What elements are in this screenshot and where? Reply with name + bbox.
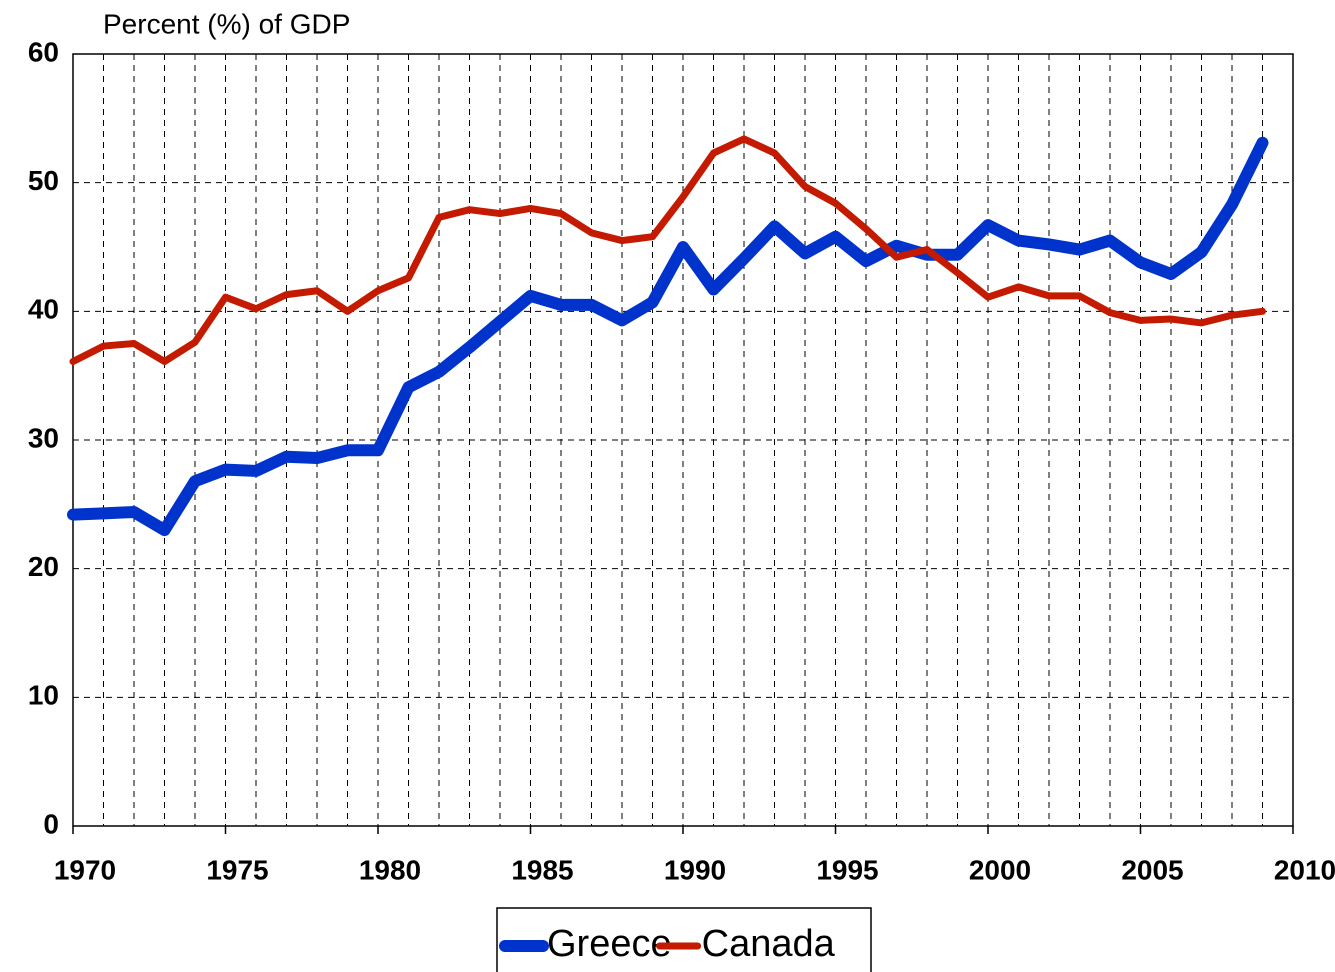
legend-box (496, 907, 872, 972)
x-tick-label: 1975 (206, 854, 268, 885)
series-line (67, 136, 1269, 537)
y-tick-label: 20 (28, 551, 59, 582)
legend-label: Canada (702, 923, 836, 965)
y-tick-label: 40 (28, 294, 59, 325)
plot-frame (72, 53, 1294, 827)
y-tick-label: 60 (28, 36, 59, 67)
x-tick-label: 1985 (511, 854, 573, 885)
x-tick-label: 1980 (359, 854, 421, 885)
legend: Greece Canada (496, 907, 872, 972)
legend-label: Greece (547, 923, 672, 965)
x-tick-label: 2005 (1121, 854, 1183, 885)
x-tick-label: 1990 (664, 854, 726, 885)
x-tick-label: 2000 (969, 854, 1031, 885)
y-tick-label: 0 (43, 808, 59, 839)
x-tick-label: 1970 (54, 854, 116, 885)
y-tick-label: 30 (28, 422, 59, 453)
y-tick-label: 10 (28, 680, 59, 711)
y-axis-label: Percent (%) of GDP (103, 8, 350, 39)
x-tick-label: 1995 (816, 854, 878, 885)
series-line (69, 135, 1266, 366)
y-tick-label: 50 (28, 165, 59, 196)
x-tick-label: 2010 (1274, 854, 1335, 885)
